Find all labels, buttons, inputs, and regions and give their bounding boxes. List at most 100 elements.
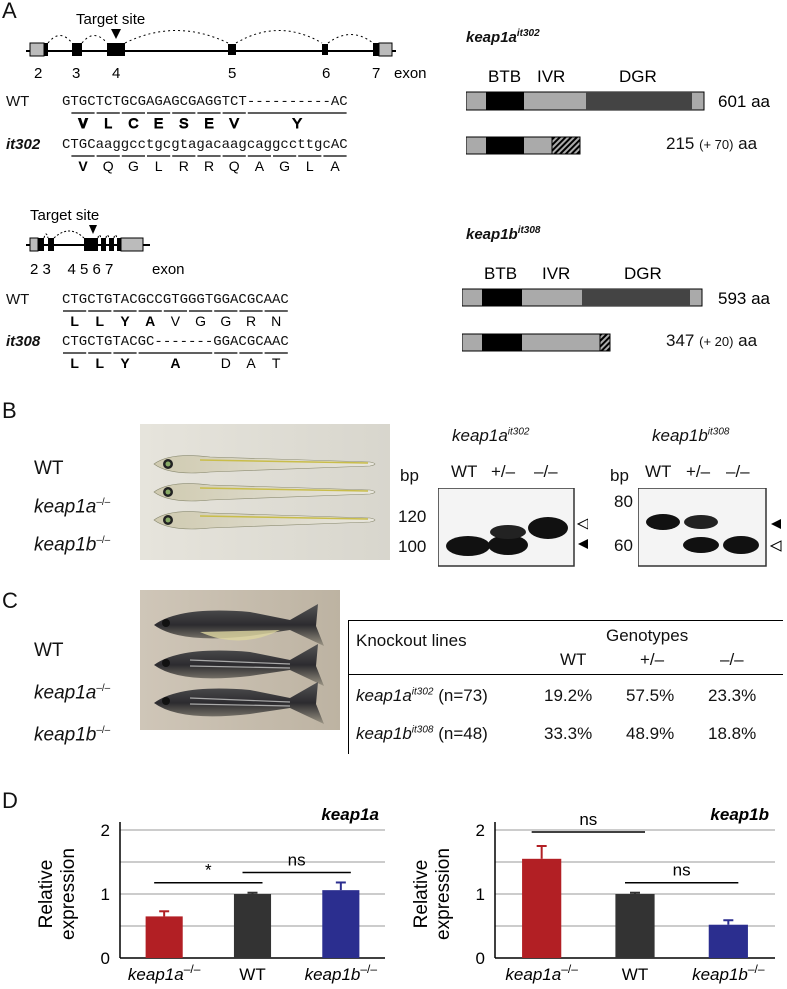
mut-extra: (+ 20) <box>699 334 734 349</box>
amino-acid: V <box>230 115 240 131</box>
table-col-genotypes: Genotypes <box>606 626 689 645</box>
aa-unit: aa <box>738 331 758 350</box>
gel2-band-wt <box>646 514 680 530</box>
allele: it308 <box>707 426 730 438</box>
gel2-band-het-high <box>684 515 718 529</box>
amino-acid: V <box>78 115 88 131</box>
gel2-lane-hom: –/– <box>726 462 750 481</box>
mut-seq-a2: CTGCTGTACGC-------GGACGCAAC <box>62 334 289 350</box>
exon-label-3: 3 <box>72 65 80 82</box>
gene-model-keap1b: Target site 2 3 4 5 6 7 exon <box>26 207 185 278</box>
significance-label: * <box>205 861 212 880</box>
fish-keap1a <box>154 644 324 686</box>
domain-btb-2: BTB <box>484 264 517 283</box>
panel-label-c: C <box>2 588 18 613</box>
table-left-rule <box>348 620 349 754</box>
y-tick-label: 1 <box>101 885 110 904</box>
chart-title: keap1a <box>321 805 379 824</box>
exon-utr-5-1 <box>29 42 45 57</box>
exon-word-1: exon <box>394 65 427 82</box>
protein-title-1: keap1ait302 <box>466 28 540 46</box>
gel1-image <box>438 488 588 567</box>
exon-label-4: 4 <box>112 65 120 82</box>
gel1-band-het-low <box>488 535 528 555</box>
amino-acid: L <box>70 355 79 371</box>
domain-ivr-2: IVR <box>542 264 570 283</box>
amino-acid: T <box>272 355 281 371</box>
gel1-tick-100: 100 <box>398 537 427 556</box>
amino-acid: L <box>104 115 112 131</box>
exon-label-5: 5 <box>228 65 236 82</box>
exon-3-1 <box>72 43 82 56</box>
wt-length-1: 601 aa <box>718 92 771 111</box>
protein-diagram-1: BTB IVR DGR 601 aa <box>466 67 771 155</box>
gel2-arrow-filled <box>771 519 781 529</box>
genotype: –/– <box>96 497 111 508</box>
mut-length-1: 215 (+ 70) aa <box>666 134 757 154</box>
fish-label-keap1a: keap1a–/– <box>34 670 110 712</box>
exon5-2 <box>101 238 106 251</box>
protein-diagram-2: BTB IVR DGR 593 aa <box>462 264 771 352</box>
introns-1 <box>47 30 374 44</box>
gel1-band-hom <box>528 517 568 539</box>
gene: keap1a <box>128 965 184 984</box>
exon-6-1 <box>322 44 328 55</box>
wt-label-a1: WT <box>6 93 30 110</box>
gel1-lane-hom: –/– <box>534 462 558 481</box>
fish-label-keap1a: keap1a–/– <box>34 486 110 524</box>
y-tick-label: 0 <box>101 949 110 968</box>
table-row-keap1a: keap1ait302 (n=73) <box>356 686 488 706</box>
y-axis-label: expression <box>433 848 454 940</box>
fish-keap1b <box>154 682 324 724</box>
gene: keap1a <box>356 686 412 705</box>
genotype: –/– <box>96 683 111 694</box>
exon-label-6: 6 <box>322 65 330 82</box>
table-col-knockout: Knockout lines <box>356 631 467 650</box>
gel1-title: keap1ait302 <box>452 426 529 446</box>
mut-extra: (+ 70) <box>699 137 734 152</box>
amino-acid: A <box>246 355 256 371</box>
cell-keap1b-hom: 18.8% <box>708 724 757 743</box>
target-site-arrow-1 <box>111 29 121 39</box>
amino-acid: Y <box>120 355 130 371</box>
fish-label-keap1b: keap1b–/– <box>34 524 110 562</box>
amino-acid: G <box>195 313 206 329</box>
x-tick-label: keap1a–/– <box>128 962 201 984</box>
panel-label-d: D <box>2 788 18 813</box>
x-tick-label: keap1b–/– <box>692 962 765 984</box>
cell-keap1a-wt: 19.2% <box>544 686 593 705</box>
amino-acid: D <box>221 355 231 371</box>
gene: keap1a <box>34 496 97 518</box>
bar <box>322 890 360 958</box>
x-tick-label: keap1b–/– <box>305 962 378 984</box>
gene-name: keap1a <box>466 29 517 46</box>
wt-length-2: 593 aa <box>718 289 771 308</box>
exon2-2 <box>38 238 44 251</box>
protein-title-2: keap1bit308 <box>466 225 541 243</box>
larvae-photo <box>140 424 390 560</box>
allele: it308 <box>411 724 434 736</box>
gel2-image <box>638 488 782 567</box>
mut-length-value: 347 <box>666 331 695 350</box>
frameshift-hatch-1 <box>551 136 581 155</box>
gene: keap1b <box>356 724 412 743</box>
bar <box>708 924 748 958</box>
amino-acid: A <box>330 158 340 174</box>
wt-label-a2: WT <box>6 291 30 308</box>
y-tick-label: 2 <box>476 821 485 840</box>
genotype: –/– <box>748 962 765 976</box>
x-tick-label: WT <box>622 965 648 984</box>
amino-acid: Y <box>120 313 130 329</box>
significance-label: ns <box>673 861 691 880</box>
btb-block-2 <box>482 289 522 306</box>
mut-label-a1: it302 <box>6 136 41 153</box>
amino-acid: E <box>154 115 163 131</box>
dgr-block-2 <box>582 289 690 306</box>
table-col-het: +/– <box>640 650 665 669</box>
allele: it302 <box>507 426 530 438</box>
table-row-keap1b: keap1bit308 (n=48) <box>356 724 488 744</box>
gel1-bp-label: bp <box>400 466 419 485</box>
